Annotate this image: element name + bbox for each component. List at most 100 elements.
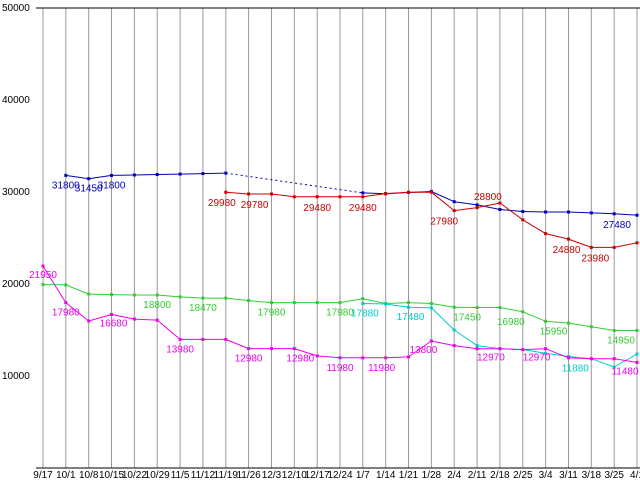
series-magenta-value-label: 12980: [286, 354, 314, 365]
series-blue-point-marker: [110, 173, 113, 177]
x-axis-tick-label: 1/28: [422, 470, 442, 480]
series-green-value-label: 15950: [540, 326, 568, 337]
series-blue-point-marker: [155, 173, 159, 176]
series-red-point-marker: [589, 245, 593, 249]
series-magenta-point-marker: [429, 339, 433, 343]
x-axis-tick-label: 4/1: [630, 470, 640, 480]
series-blue-point-marker: [64, 173, 68, 177]
series-blue-point-marker: [87, 177, 91, 181]
series-magenta-line-segment: [88, 314, 112, 322]
series-red-line-segment: [477, 202, 500, 209]
series-green-value-label: 17980: [258, 308, 286, 319]
x-axis-tick-label: 3/11: [559, 470, 578, 480]
series-magenta-value-label: 11980: [368, 363, 396, 374]
series-magenta-line-segment: [614, 358, 638, 363]
series-green-point-marker: [270, 301, 273, 305]
series-blue-point-marker: [178, 172, 182, 176]
series-green-point-marker: [132, 293, 136, 297]
series-blue-line-segment: [499, 209, 523, 212]
series-magenta-point-marker: [270, 347, 273, 351]
series-magenta-point-marker: [247, 347, 251, 351]
series-blue-line-segment: [591, 212, 615, 215]
series-green-point-marker: [521, 310, 525, 314]
series-magenta-value-label: 11980: [326, 363, 354, 374]
series-green-point-marker: [544, 319, 548, 323]
series-blue-point-marker: [612, 212, 616, 216]
x-axis-tick-label: 2/11: [468, 470, 487, 480]
series-green-point-marker: [41, 283, 45, 286]
series-magenta-value-label: 12970: [477, 353, 505, 364]
series-red-point-marker: [544, 232, 548, 236]
series-magenta-value-label: 12970: [523, 353, 551, 364]
series-magenta-value-label: 13800: [409, 345, 437, 356]
series-magenta-value-label: 13980: [166, 344, 194, 355]
x-axis-tick-label: 12/24: [327, 470, 352, 480]
series-red-value-label: 29980: [208, 198, 236, 209]
series-green-point-marker: [201, 296, 205, 300]
series-blue-line-segment: [614, 213, 638, 216]
series-magenta-point-marker: [201, 337, 205, 341]
series-magenta-line-segment: [545, 348, 569, 359]
series-blue-line-segment: [431, 191, 455, 203]
series-blue-point-marker: [475, 203, 479, 207]
series-magenta-point-marker: [224, 337, 228, 341]
series-cyan-point-marker: [361, 302, 365, 305]
series-red-value-label: 29480: [303, 203, 331, 214]
series-green-line-segment: [225, 297, 249, 302]
series-red-line-segment: [225, 191, 249, 195]
series-blue-line-segment: [65, 174, 89, 180]
series-magenta-line-segment: [317, 355, 341, 359]
series-green-value-label: 17980: [326, 308, 354, 319]
x-axis-tick-label: 11/5: [171, 470, 190, 480]
series-magenta-point-marker: [384, 356, 388, 360]
series-green-value-label: 18470: [189, 303, 217, 314]
x-axis-tick-label: 2/4: [447, 470, 461, 480]
series-blue-point-marker: [224, 171, 228, 175]
series-red-point-marker: [315, 195, 319, 199]
series-blue-point-marker: [567, 210, 570, 214]
series-magenta-point-marker: [178, 337, 182, 341]
series-red-point-marker: [292, 195, 296, 199]
series-blue-value-label: 31800: [98, 180, 126, 191]
series-magenta-point-marker: [589, 357, 593, 361]
y-axis-tick-label: 10000: [2, 371, 30, 382]
series-blue-point-marker: [544, 210, 548, 214]
series-blue-point-marker: [589, 211, 593, 215]
x-axis-tick-label: 10/1: [56, 470, 76, 480]
series-red-line-segment: [454, 207, 478, 212]
series-green-line-segment: [88, 293, 112, 296]
x-axis-tick-label: 1/21: [399, 470, 419, 480]
x-axis-tick-label: 3/18: [582, 470, 602, 480]
series-green-point-marker: [567, 321, 570, 325]
series-magenta-point-marker: [612, 357, 616, 361]
series-blue-value-label: 31450: [75, 184, 103, 195]
y-axis-tick-label: 20000: [2, 279, 30, 290]
series-green-line-segment: [522, 311, 546, 322]
series-green-value-label: 16980: [497, 317, 525, 328]
series-blue-line-segment: [477, 204, 500, 210]
series-green-point-marker: [64, 283, 68, 287]
series-red-point-marker: [247, 192, 251, 196]
series-magenta-line-segment: [454, 345, 478, 350]
series-magenta-point-marker: [407, 355, 410, 359]
series-green-line-segment: [248, 300, 272, 304]
series-magenta-line-segment: [156, 319, 181, 340]
x-axis-tick-label: 3/4: [539, 470, 553, 480]
series-green-line-segment: [545, 320, 569, 324]
x-axis-tick-label: 12/17: [305, 470, 330, 480]
series-cyan-value-label: 17480: [397, 312, 425, 323]
series-red-value-label: 29480: [349, 203, 377, 214]
series-red-point-marker: [361, 195, 365, 199]
x-axis-tick-label: 11/26: [236, 470, 261, 480]
series-magenta-line-segment: [431, 340, 455, 347]
series-magenta-line-segment: [134, 318, 158, 321]
series-green-point-marker: [178, 295, 182, 299]
series-magenta-point-marker: [87, 319, 91, 323]
series-green-point-marker: [247, 299, 251, 303]
series-magenta-point-marker: [315, 354, 319, 358]
series-blue-line-segment: [568, 211, 592, 214]
series-magenta-value-label: 11480: [611, 366, 639, 377]
series-cyan-line-segment: [591, 358, 615, 368]
